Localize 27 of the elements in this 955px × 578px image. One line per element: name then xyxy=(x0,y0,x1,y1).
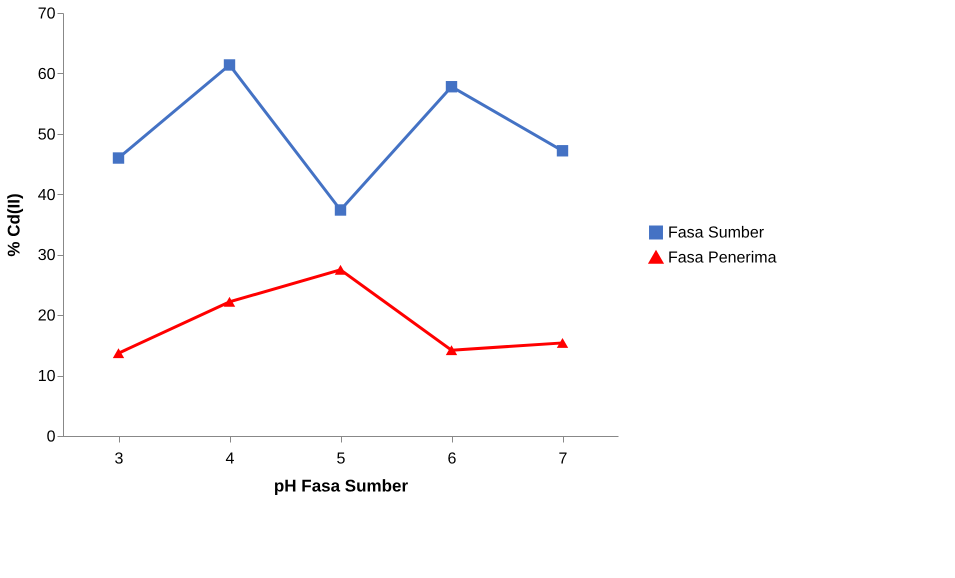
y-tick-label: 10 xyxy=(38,368,56,386)
x-tick-label: 5 xyxy=(336,450,346,468)
y-tick-label: 0 xyxy=(46,428,56,446)
legend-label: Fasa Penerima xyxy=(668,250,777,266)
y-tick-label: 70 xyxy=(38,6,56,22)
point xyxy=(556,338,568,348)
x-tick-label: 7 xyxy=(558,450,568,468)
point xyxy=(334,204,346,216)
x-tick-label: 6 xyxy=(448,450,457,468)
y-tick-label: 40 xyxy=(38,186,56,204)
y-tick-label: 20 xyxy=(38,308,56,325)
point xyxy=(334,264,346,275)
x-tick-label: 4 xyxy=(226,450,235,468)
y-tick-label: 60 xyxy=(38,66,56,83)
y-axis-title: % Cd(II) xyxy=(4,193,24,257)
x-axis-title: pH Fasa Sumber xyxy=(274,476,408,496)
point xyxy=(112,348,124,358)
y-tick-label: 30 xyxy=(38,247,56,264)
point xyxy=(224,59,236,71)
x-tick-label: 3 xyxy=(114,450,124,468)
y-tick-label: 50 xyxy=(38,126,56,144)
legend-label: Fasa Sumber xyxy=(668,224,765,242)
point xyxy=(556,145,568,156)
point xyxy=(112,152,124,164)
point xyxy=(446,81,458,92)
point xyxy=(224,296,236,307)
point xyxy=(446,345,458,356)
